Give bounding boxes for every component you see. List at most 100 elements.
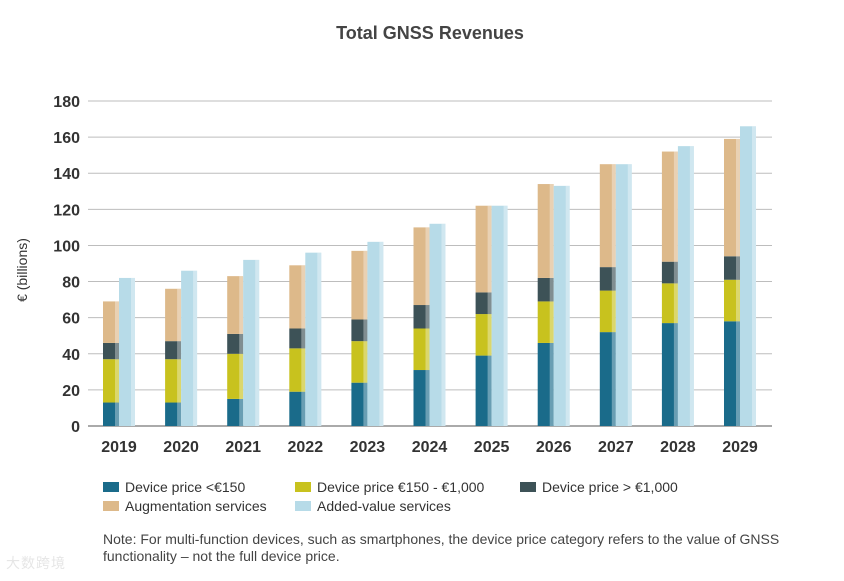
bar-segment-1-shade bbox=[177, 402, 182, 426]
bar-segment-4-shade bbox=[549, 184, 554, 278]
bar-segment-4 bbox=[537, 184, 554, 278]
bar-segment-1-shade bbox=[736, 321, 740, 426]
bar-segment-2 bbox=[351, 341, 368, 383]
bar-segment-4 bbox=[103, 301, 119, 343]
bar-segment-4-shade bbox=[363, 250, 368, 320]
legend-swatch bbox=[103, 501, 119, 511]
x-tick-label: 2022 bbox=[288, 439, 324, 456]
bar-segment-4 bbox=[413, 227, 430, 306]
bar-segment-2-shade bbox=[487, 314, 492, 356]
bar-segment-1 bbox=[227, 398, 244, 426]
bar-segment-3 bbox=[351, 319, 368, 342]
bar-segment-3 bbox=[227, 333, 244, 354]
bar-segment-2 bbox=[537, 301, 554, 343]
y-tick-label: 140 bbox=[53, 166, 80, 183]
legend-label: Augmentation services bbox=[125, 498, 267, 514]
bar-segment-1 bbox=[475, 355, 492, 426]
x-tick-label: 2020 bbox=[163, 439, 199, 456]
chart-note: Note: For multi-function devices, such a… bbox=[103, 531, 780, 564]
bar-segment-4 bbox=[289, 265, 306, 329]
bar-segment-4-shade bbox=[673, 151, 678, 262]
bar-segment-4 bbox=[599, 164, 616, 268]
bar-added-value bbox=[677, 146, 694, 426]
y-tick-label: 120 bbox=[53, 202, 80, 219]
x-tick-label: 2023 bbox=[350, 439, 386, 456]
bar-added-value-shade bbox=[565, 185, 570, 426]
bar-segment-3-shade bbox=[239, 333, 244, 354]
bar-group-2022 bbox=[289, 252, 322, 426]
bar-added-value-shade bbox=[379, 241, 384, 426]
bar-segment-3-shade bbox=[611, 267, 616, 291]
bar-segment-4 bbox=[227, 276, 244, 334]
bar-segment-2-shade bbox=[115, 359, 119, 403]
bar-added-value bbox=[615, 164, 632, 426]
legend-item-device-over-1000: Device price > €1,000 bbox=[520, 479, 678, 495]
y-tick-label: 0 bbox=[71, 419, 80, 436]
bar-segment-2-shade bbox=[301, 348, 306, 392]
bar-segment-2-shade bbox=[177, 359, 182, 403]
x-tick-label: 2026 bbox=[536, 439, 572, 456]
bar-added-value-shade bbox=[689, 146, 694, 426]
bar-segment-1 bbox=[413, 370, 430, 426]
bar-segment-2 bbox=[724, 279, 740, 322]
bar-added-value bbox=[305, 252, 322, 426]
bar-added-value bbox=[491, 205, 508, 426]
x-tick-labels: 2019 2020 2021 2022 2023 2024 2025 2026 2027 2028… bbox=[101, 439, 758, 456]
bar-segment-1-shade bbox=[239, 398, 244, 426]
bar-segment-2 bbox=[165, 359, 182, 403]
bar-segment-4 bbox=[724, 138, 740, 257]
bar-segment-4 bbox=[661, 151, 678, 262]
x-tick-label: 2028 bbox=[660, 439, 696, 456]
bar-segment-3-shade bbox=[177, 341, 182, 360]
bar-added-value-shade bbox=[441, 223, 446, 426]
bar-segment-4-shade bbox=[487, 205, 492, 293]
legend-item-device-under-150: Device price <€150 bbox=[103, 479, 245, 495]
bar-group-2027 bbox=[599, 164, 632, 426]
bar-segment-4 bbox=[351, 250, 368, 320]
bar-segment-3 bbox=[165, 341, 182, 360]
chart-title: Total GNSS Revenues bbox=[336, 23, 524, 43]
legend-swatch bbox=[103, 482, 119, 492]
bar-segment-2-shade bbox=[611, 290, 616, 333]
bar-added-value bbox=[553, 185, 570, 426]
legend-item-device-150-1000: Device price €150 - €1,000 bbox=[295, 479, 484, 495]
bar-segment-1-shade bbox=[363, 382, 368, 426]
watermark: 大数跨境 bbox=[6, 555, 66, 571]
bar-added-value-shade bbox=[752, 126, 756, 427]
bar-group-2028 bbox=[661, 146, 694, 426]
bar-added-value bbox=[181, 270, 198, 426]
bar-added-value bbox=[740, 126, 756, 427]
bar-segment-2 bbox=[661, 283, 678, 324]
bar-group-2029 bbox=[724, 126, 756, 427]
bar-segment-1-shade bbox=[611, 332, 616, 426]
bar-added-value-shade bbox=[627, 164, 632, 426]
y-tick-label: 20 bbox=[62, 383, 80, 400]
bar-group-2026 bbox=[537, 184, 570, 426]
legend-item-added-value: Added-value services bbox=[295, 498, 451, 514]
y-tick-label: 60 bbox=[62, 311, 80, 328]
bar-segment-2 bbox=[413, 328, 430, 371]
bar-segment-1 bbox=[103, 402, 119, 426]
y-axis-label: € (billions) bbox=[14, 238, 30, 302]
y-tick-label: 160 bbox=[53, 130, 80, 147]
bar-segment-4-shade bbox=[239, 276, 244, 334]
bar-segment-3-shade bbox=[301, 328, 306, 349]
legend-swatch bbox=[295, 501, 311, 511]
bar-segment-3 bbox=[103, 342, 119, 360]
legend-swatch bbox=[520, 482, 536, 492]
bar-segment-2 bbox=[227, 353, 244, 399]
bar-segment-1 bbox=[724, 321, 740, 426]
bar-added-value bbox=[119, 277, 135, 426]
bar-group-2021 bbox=[227, 259, 260, 426]
bar-segment-3 bbox=[537, 277, 554, 302]
legend-label: Device price <€150 bbox=[125, 479, 246, 495]
x-tick-label: 2025 bbox=[474, 439, 510, 456]
bar-segment-3-shade bbox=[549, 277, 554, 302]
y-tick-label: 80 bbox=[62, 275, 80, 292]
bar-segment-1 bbox=[661, 323, 678, 426]
bar-segment-1-shade bbox=[673, 323, 678, 426]
bar-segment-1-shade bbox=[549, 342, 554, 426]
bar-group-2023 bbox=[351, 241, 384, 426]
bar-segment-3-shade bbox=[673, 261, 678, 284]
bar-segment-3-shade bbox=[736, 256, 740, 280]
